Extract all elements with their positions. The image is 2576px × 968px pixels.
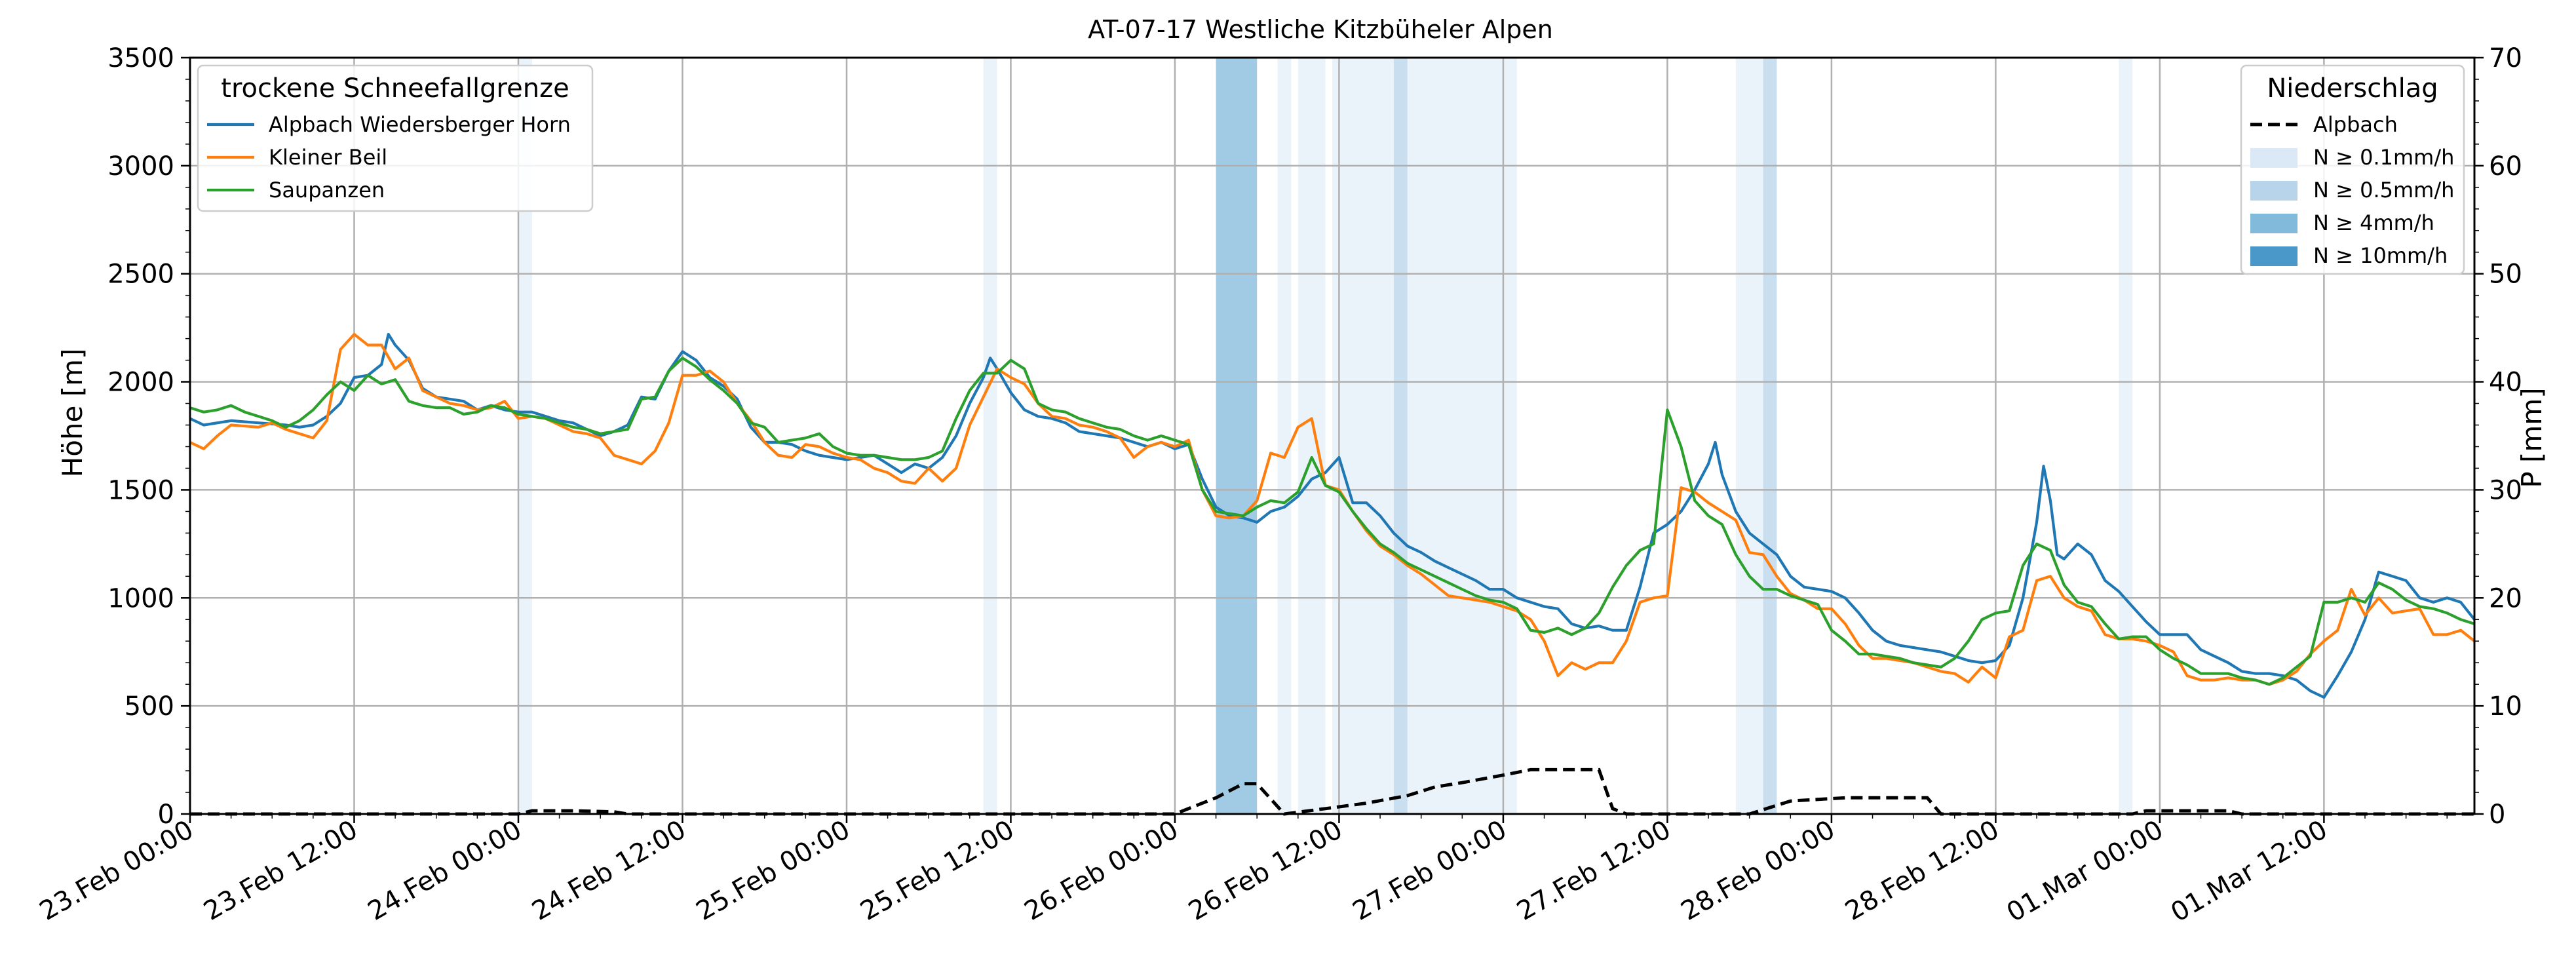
legend-swatch-band-1 [2250,148,2297,168]
y2-tick-label: 20 [2489,583,2522,613]
legend-precip-title: Niederschlag [2267,73,2438,104]
precip-band-1 [983,58,997,814]
legend-swatch-band-2 [2250,181,2297,201]
legend-snowline-box [197,64,594,212]
legend-label-series-0: Alpbach Wiedersberger Horn [269,112,571,137]
y2-tick-label: 10 [2489,691,2522,722]
legend-label-series-1: Kleiner Beil [269,145,387,170]
series-layer [189,332,2476,816]
y-tick-label: 2500 [107,260,174,290]
legend-swatch-band-3 [2250,214,2297,233]
precipitation-bands [518,58,2133,814]
y2-tick-label: 40 [2489,368,2522,398]
legend-label-precip-4: N ≥ 10mm/h [2313,243,2448,268]
y-axis-label: Höhe [m] [56,349,88,478]
y-tick-label: 1500 [107,475,174,505]
legend-label-precip-2: N ≥ 0.5mm/h [2313,178,2454,203]
axes-frame [189,56,2476,815]
precip-band-2 [1216,58,1258,814]
y2-tick-label: 0 [2489,800,2505,830]
legend-precipitation: Niederschlag Alpbach N ≥ 0.1mm/h N ≥ 0.5mm/… [2240,64,2465,275]
series-line-2 [189,357,2475,686]
legend-label-precip-0: Alpbach [2313,112,2398,137]
legend-label-series-2: Saupanzen [269,178,385,203]
precip-band-7 [1407,58,1517,814]
y2-tick-label: 30 [2489,475,2522,505]
y-tick-label: 1000 [107,583,174,613]
y2-tick-label: 60 [2489,151,2522,182]
y-tick-label: 500 [125,691,174,722]
legend-label-precip-1: N ≥ 0.1mm/h [2313,145,2454,170]
y-tick-label: 3000 [107,151,174,182]
y-tick-label: 3500 [107,43,174,73]
series-line-0 [189,332,2476,699]
legend-snowline-title: trockene Schneefallgrenze [221,73,569,104]
precip-band-8 [1735,58,1763,814]
legend-label-precip-3: N ≥ 4mm/h [2313,210,2434,235]
legend-swatch-band-4 [2250,246,2297,266]
precip-band-10 [2119,58,2133,814]
y2-axis-label: P [mm] [2516,387,2548,488]
precip-band-5 [1332,58,1394,814]
precip-band-0 [518,58,532,814]
precip-band-9 [1763,58,1777,814]
y2-tick-label: 50 [2489,260,2522,290]
chart-title: AT-07-17 Westliche Kitzbüheler Alpen [1088,15,1553,44]
y2-tick-label: 70 [2489,43,2522,73]
legend-snowline: trockene Schneefallgrenze Alpbach Wieders… [197,64,594,212]
y-tick-label: 0 [158,800,174,830]
precip-band-4 [1298,58,1326,814]
series-line-1 [189,332,2476,686]
precip-band-3 [1277,58,1292,814]
y-tick-label: 2000 [107,368,174,398]
precip-band-6 [1393,58,1408,814]
